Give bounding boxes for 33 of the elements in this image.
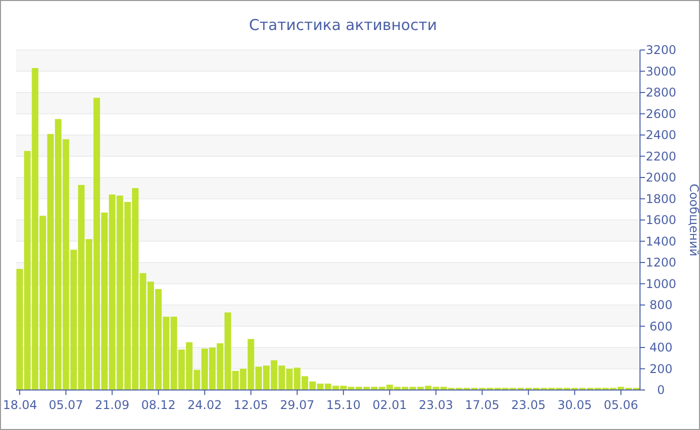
y-tick-label: 0 xyxy=(657,383,665,397)
y-tick-label: 3000 xyxy=(646,64,676,78)
x-tick-label: 21.09 xyxy=(94,398,130,412)
x-tick-label: 02.01 xyxy=(372,398,407,412)
x-tick-label: 05.06 xyxy=(604,398,638,412)
x-tick-label: 08.12 xyxy=(141,398,176,412)
y-tick-label: 600 xyxy=(650,319,672,334)
x-tick-label: 30.05 xyxy=(557,398,592,412)
y-tick-label: 2400 xyxy=(646,128,676,142)
y-tick-label: 2200 xyxy=(646,149,676,164)
y-tick-label: 2600 xyxy=(646,106,676,121)
x-tick-label: 29.07 xyxy=(280,398,314,412)
x-tick-label: 15.10 xyxy=(326,398,361,412)
x-tick-label: 05.07 xyxy=(48,398,84,412)
x-tick-label: 17.05 xyxy=(464,398,500,412)
y-tick-label: 200 xyxy=(650,362,672,376)
y-tick-label: 2000 xyxy=(646,170,676,184)
y-axis-title: Сообщений xyxy=(687,184,700,256)
y-tick-label: 1400 xyxy=(646,234,676,248)
y-tick-label: 1000 xyxy=(646,276,676,291)
y-tick-label: 800 xyxy=(650,298,672,312)
y-tick-label: 1200 xyxy=(646,256,676,270)
x-tick-label: 12.05 xyxy=(234,398,268,412)
x-tick-label: 18.04 xyxy=(2,398,38,412)
y-tick-label: 1800 xyxy=(646,192,676,206)
y-tick-label: 3200 xyxy=(646,43,676,57)
chart-title: Статистика активности xyxy=(249,16,437,34)
y-tick-label: 400 xyxy=(650,340,672,354)
y-tick-label: 1600 xyxy=(646,213,676,227)
x-tick-label: 23.03 xyxy=(418,398,454,412)
x-tick-label: 24.02 xyxy=(187,398,222,412)
x-tick-label: 23.05 xyxy=(511,398,546,412)
y-tick-label: 2800 xyxy=(646,86,676,100)
